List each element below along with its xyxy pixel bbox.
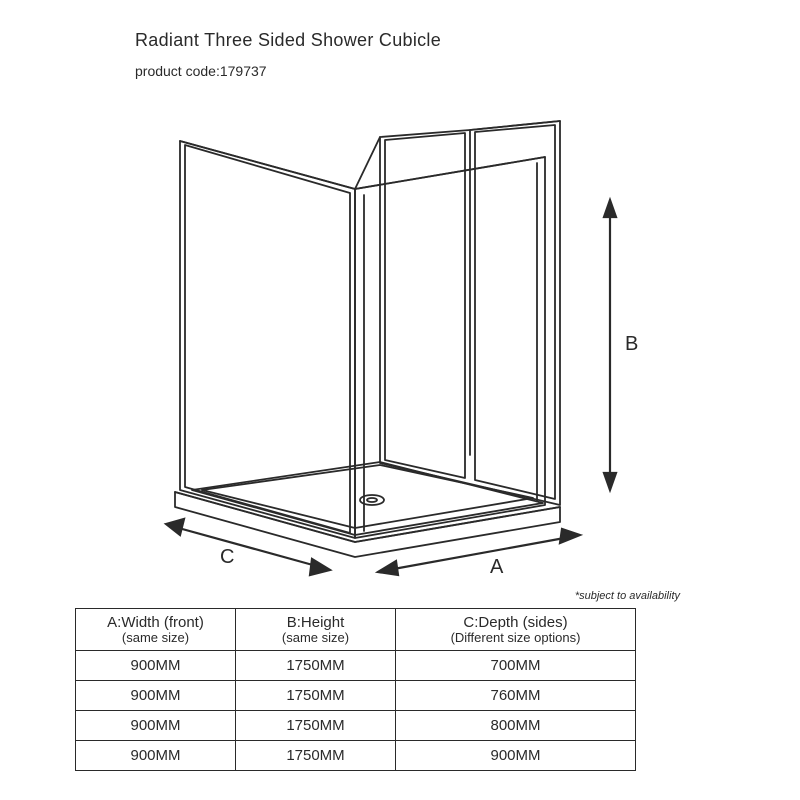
col-header-depth: C:Depth (sides) (Different size options): [396, 609, 636, 651]
dim-label-c: C: [220, 546, 234, 568]
cell-a: 900MM: [76, 711, 236, 741]
cell-b: 1750MM: [236, 651, 396, 681]
dim-label-b: B: [625, 333, 638, 355]
col-header-width: A:Width (front) (same size): [76, 609, 236, 651]
col-header-height: B:Height (same size): [236, 609, 396, 651]
table-row: 900MM 1750MM 800MM: [76, 711, 636, 741]
col-b-sub: (same size): [240, 631, 391, 645]
col-c-title: C:Depth (sides): [463, 614, 567, 631]
col-a-title: A:Width (front): [107, 614, 204, 631]
cell-c: 700MM: [396, 651, 636, 681]
table-row: 900MM 1750MM 760MM: [76, 681, 636, 711]
cell-a: 900MM: [76, 681, 236, 711]
cell-a: 900MM: [76, 651, 236, 681]
cell-b: 1750MM: [236, 741, 396, 771]
cell-b: 1750MM: [236, 711, 396, 741]
table-header-row: A:Width (front) (same size) B:Height (sa…: [76, 609, 636, 651]
cell-c: 900MM: [396, 741, 636, 771]
page-title: Radiant Three Sided Shower Cubicle: [135, 30, 441, 51]
dim-label-a: A: [490, 556, 504, 578]
product-code-value: 179737: [220, 63, 267, 79]
col-a-sub: (same size): [80, 631, 231, 645]
product-code: product code:179737: [135, 63, 267, 79]
cell-a: 900MM: [76, 741, 236, 771]
dimensions-table: A:Width (front) (same size) B:Height (sa…: [75, 608, 636, 771]
cell-c: 800MM: [396, 711, 636, 741]
product-code-label: product code:: [135, 63, 220, 79]
cell-b: 1750MM: [236, 681, 396, 711]
table-row: 900MM 1750MM 900MM: [76, 741, 636, 771]
col-c-sub: (Different size options): [400, 631, 631, 645]
availability-footnote: *subject to availability: [575, 590, 680, 602]
cubicle-diagram: B A C: [120, 95, 680, 585]
cell-c: 760MM: [396, 681, 636, 711]
col-b-title: B:Height: [287, 614, 345, 631]
table-row: 900MM 1750MM 700MM: [76, 651, 636, 681]
